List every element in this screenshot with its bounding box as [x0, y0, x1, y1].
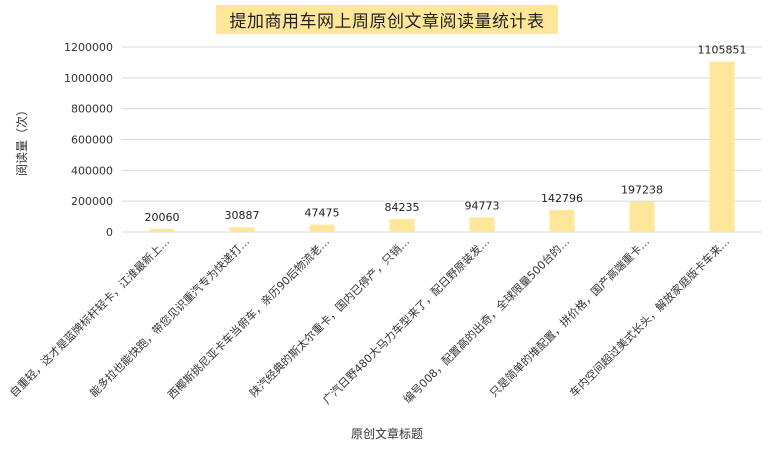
- y-tick-label: 600000: [71, 134, 113, 147]
- bar: [549, 209, 575, 232]
- x-tick-label: 能多拉也能快跑，带您见识重汽专为快递打…: [87, 234, 252, 399]
- x-tick-label: 广汽日野480大马力车型来了，配日野原装发…: [320, 234, 493, 407]
- bar: [469, 217, 495, 232]
- data-label: 94773: [465, 199, 500, 212]
- bar: [309, 224, 335, 232]
- grid-layer: [122, 46, 762, 233]
- y-tick-label: 400000: [71, 164, 113, 177]
- x-tick-label: 编号008，配置高的出奇，全球限量500台的…: [400, 234, 572, 406]
- x-tick-label: 只是简单的堆配置，拼价格，国产高端重卡…: [487, 234, 652, 399]
- y-tick-label: 1000000: [64, 72, 113, 85]
- y-tick-label: 800000: [71, 103, 113, 116]
- bar: [229, 227, 255, 232]
- data-label: 47475: [305, 207, 340, 220]
- x-tick-label: 自重轻，这才是蓝牌标杆轻卡，江淮最新上…: [7, 234, 172, 399]
- y-tick-label: 1200000: [64, 41, 113, 54]
- data-label: 30887: [225, 209, 260, 222]
- bar: [389, 219, 415, 232]
- y-axis-title: 阅读量（次）: [15, 104, 29, 176]
- axis-layer: 0 200000 400000 600000 800000 1000000 1200000 自…: [7, 41, 732, 407]
- x-axis-title: 原创文章标题: [351, 426, 423, 441]
- y-tick-label: 0: [106, 226, 113, 239]
- bar-layer: [149, 61, 735, 233]
- chart-title: 提加商用车网上周原创文章阅读量统计表: [216, 5, 558, 34]
- bar: [149, 228, 175, 232]
- data-label: 197238: [621, 184, 663, 197]
- data-label: 1105851: [698, 44, 747, 57]
- label-layer: 20060 30887 47475 84235 94773 142796 197238 110…: [145, 44, 747, 224]
- x-tick-label: 陕汽经典的斯太尔重卡，国内已停产，只销…: [247, 234, 412, 399]
- bar: [709, 61, 735, 233]
- y-tick-label: 200000: [71, 195, 113, 208]
- data-label: 142796: [541, 192, 583, 205]
- x-tick-label: 车内空间超过美式长头，解放家庭版卡车来…: [567, 234, 732, 399]
- data-label: 20060: [145, 211, 180, 224]
- bar: [629, 201, 655, 232]
- data-label: 84235: [385, 201, 420, 214]
- x-tick-label: 西椰斯挑尼亚卡车当俯车，亲历90后物流老…: [165, 234, 333, 402]
